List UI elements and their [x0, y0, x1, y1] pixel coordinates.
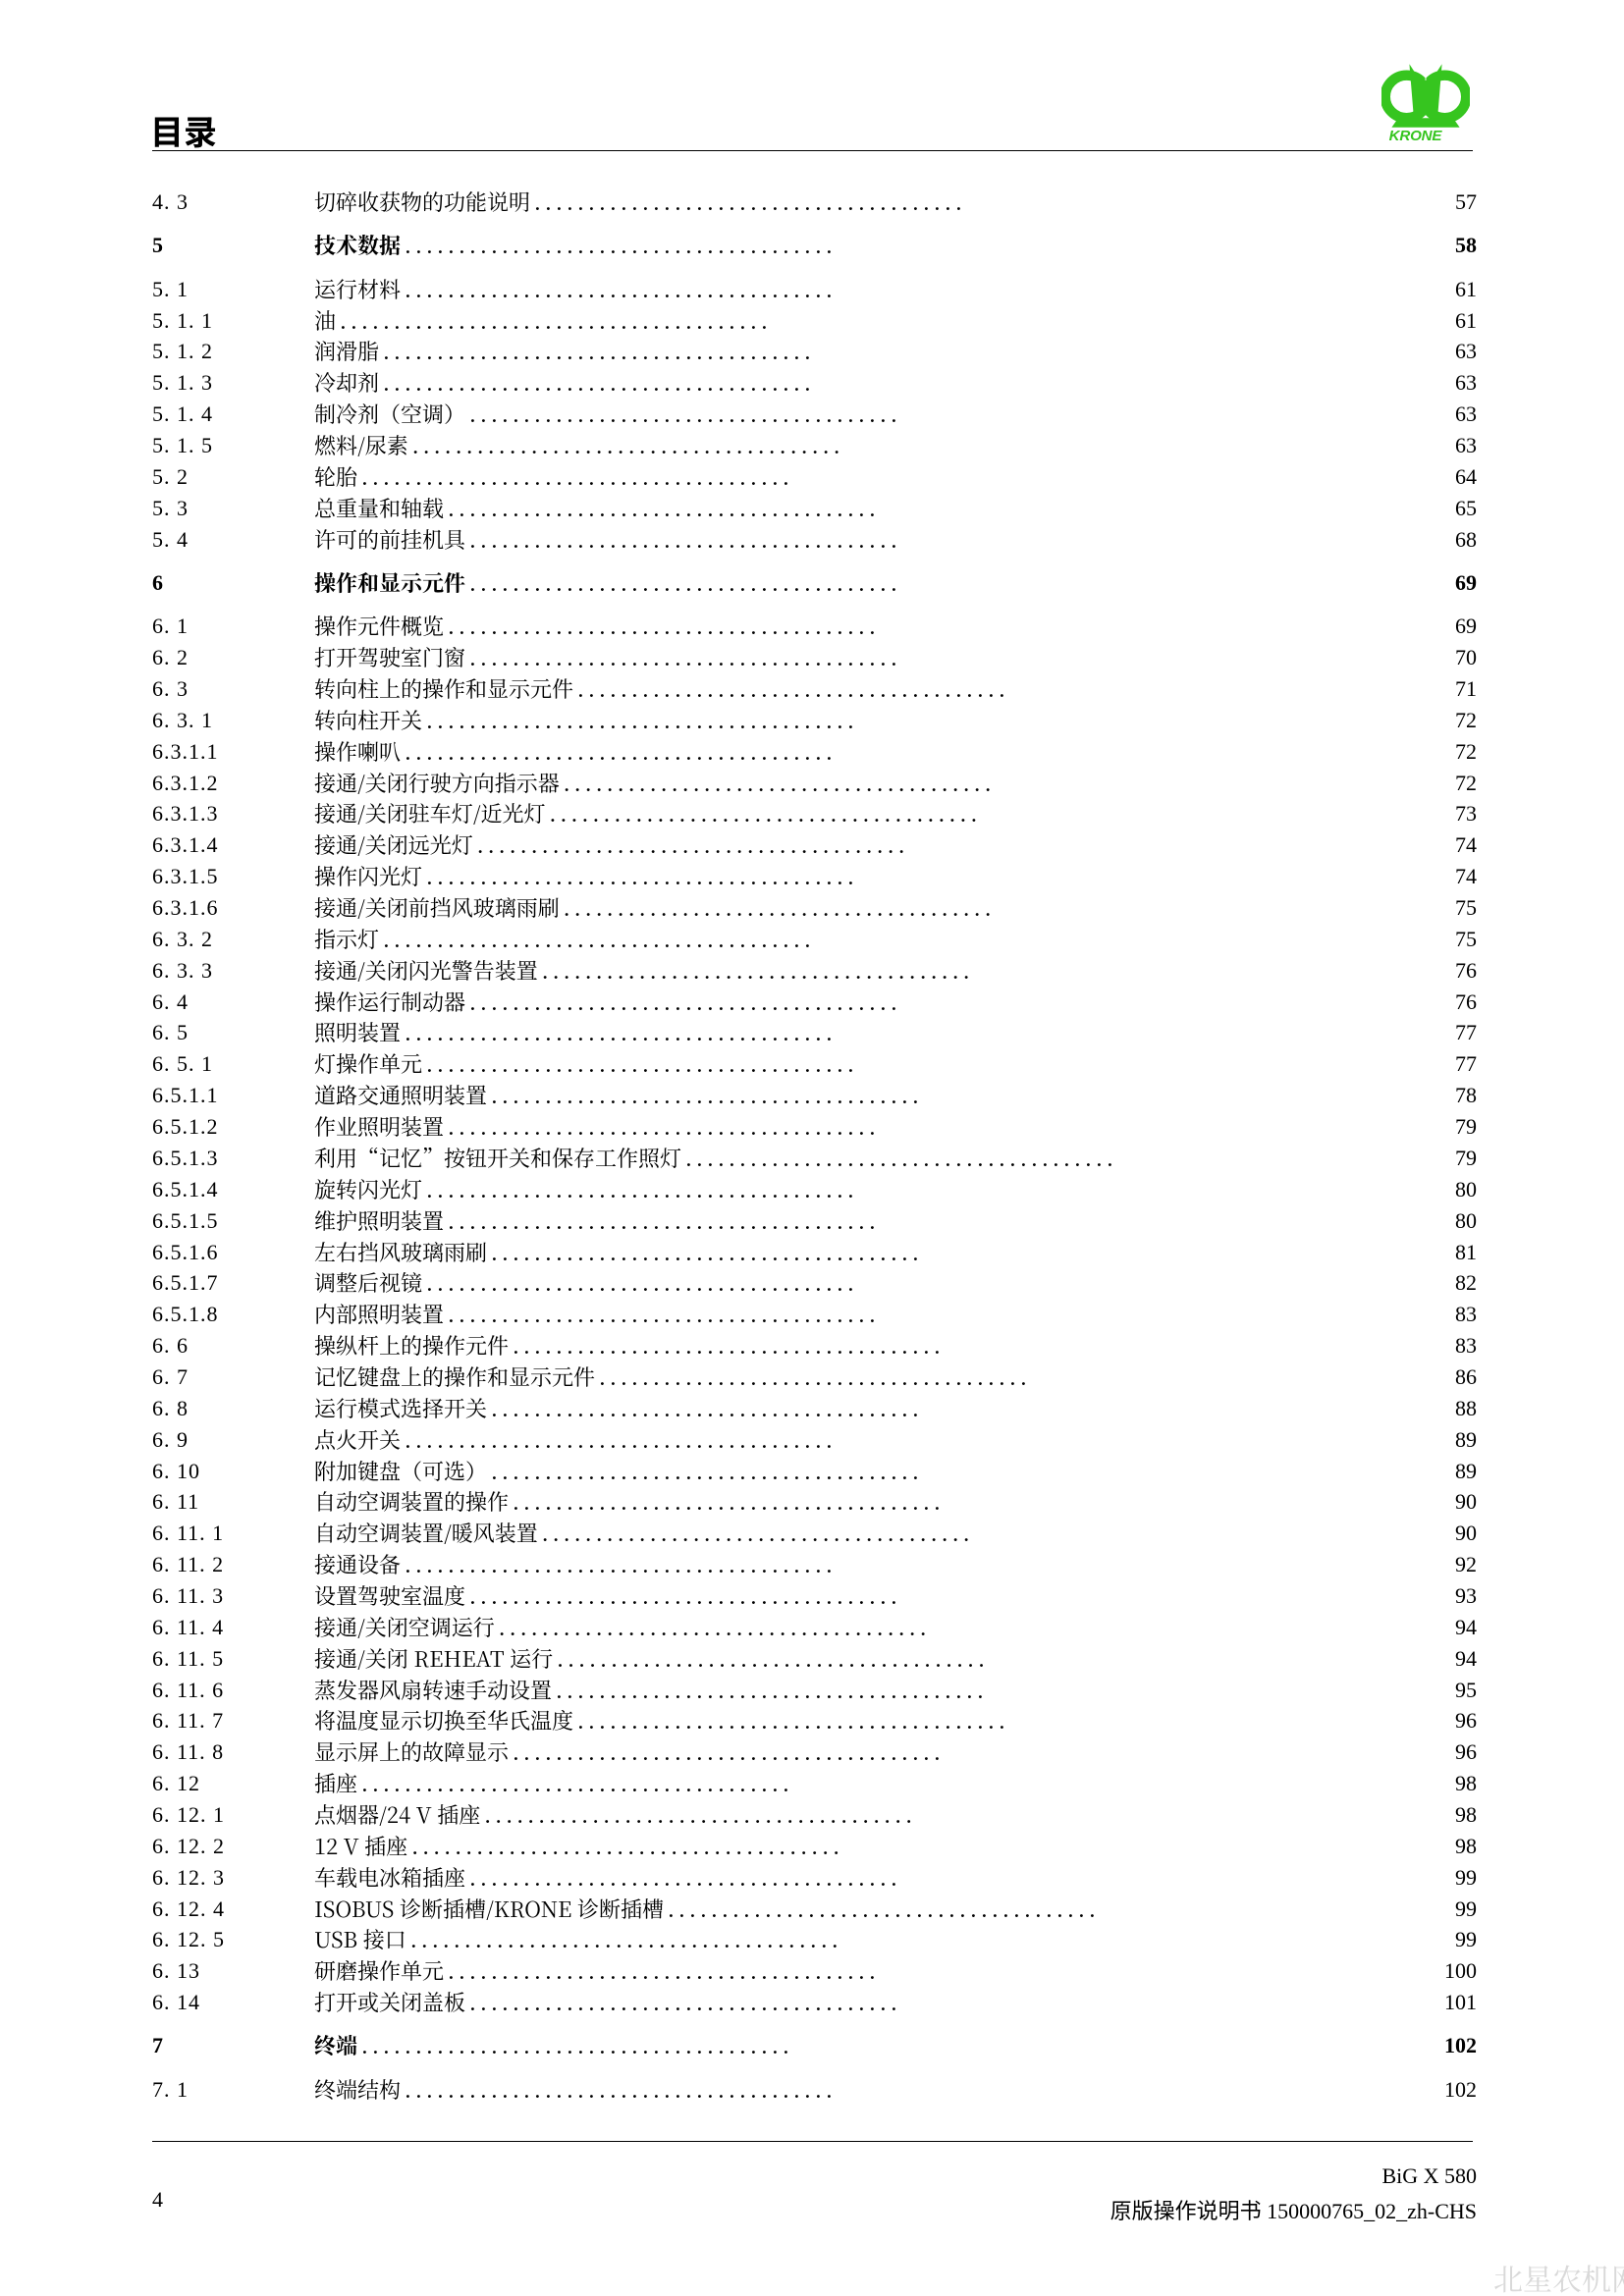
svg-text:KRONE: KRONE — [1389, 128, 1443, 144]
